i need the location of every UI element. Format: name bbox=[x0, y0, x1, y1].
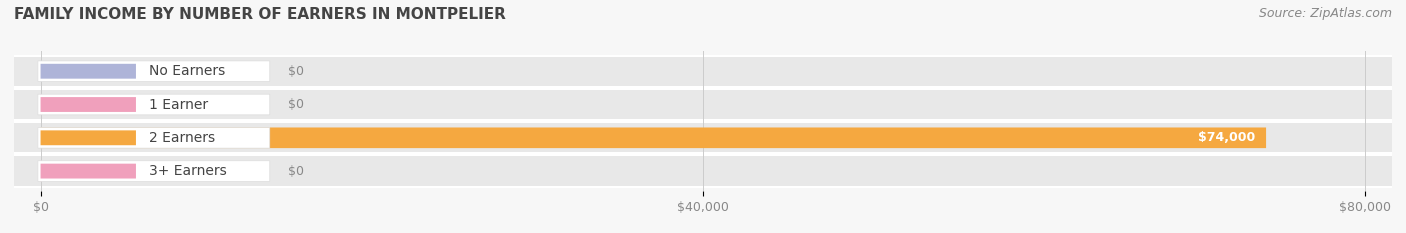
Bar bbox=[14, 121, 1392, 154]
Bar bbox=[14, 154, 1392, 188]
Bar bbox=[14, 57, 1392, 86]
FancyBboxPatch shape bbox=[38, 161, 270, 182]
Text: $0: $0 bbox=[288, 98, 304, 111]
FancyBboxPatch shape bbox=[41, 97, 136, 112]
FancyBboxPatch shape bbox=[38, 61, 270, 82]
FancyBboxPatch shape bbox=[38, 127, 270, 148]
Text: 1 Earner: 1 Earner bbox=[149, 98, 208, 112]
Bar bbox=[14, 156, 1392, 186]
FancyBboxPatch shape bbox=[41, 164, 136, 178]
Text: $0: $0 bbox=[288, 65, 304, 78]
Text: Source: ZipAtlas.com: Source: ZipAtlas.com bbox=[1258, 7, 1392, 20]
Bar bbox=[14, 55, 1392, 88]
Text: $0: $0 bbox=[288, 164, 304, 178]
Bar bbox=[14, 88, 1392, 121]
Text: 3+ Earners: 3+ Earners bbox=[149, 164, 226, 178]
Text: FAMILY INCOME BY NUMBER OF EARNERS IN MONTPELIER: FAMILY INCOME BY NUMBER OF EARNERS IN MO… bbox=[14, 7, 506, 22]
Text: No Earners: No Earners bbox=[149, 64, 225, 78]
Bar bbox=[14, 90, 1392, 119]
FancyBboxPatch shape bbox=[41, 64, 136, 79]
FancyBboxPatch shape bbox=[41, 130, 136, 145]
Text: $74,000: $74,000 bbox=[1198, 131, 1256, 144]
FancyBboxPatch shape bbox=[38, 94, 270, 115]
Bar bbox=[14, 123, 1392, 152]
Text: 2 Earners: 2 Earners bbox=[149, 131, 215, 145]
FancyBboxPatch shape bbox=[41, 127, 1265, 148]
